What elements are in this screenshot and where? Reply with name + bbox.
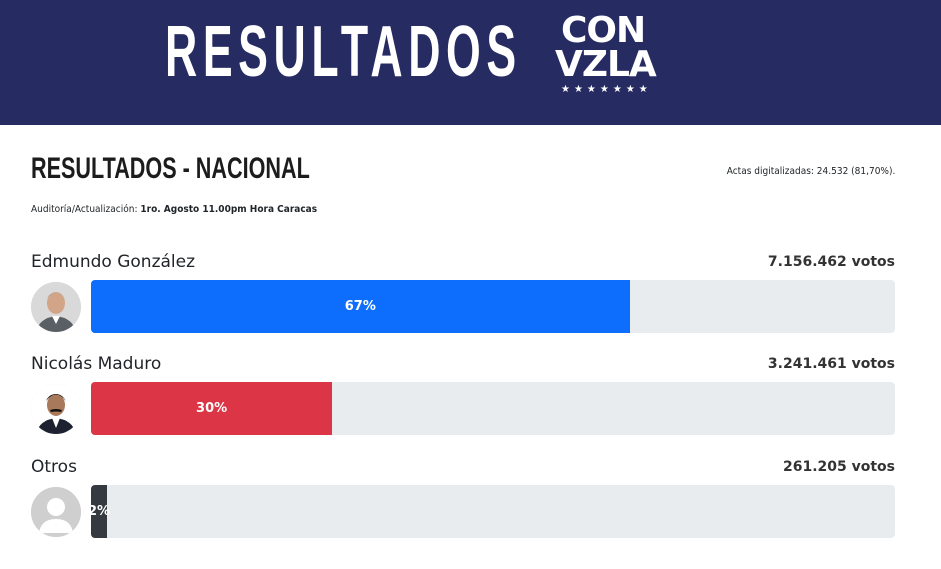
page-title: RESULTADOS - NACIONAL: [31, 152, 310, 185]
candidate-name: Edmundo González: [31, 252, 196, 272]
progress-bar: 67%: [91, 280, 895, 333]
candidate-name: Nicolás Maduro: [31, 354, 162, 374]
progress-bar: 30%: [91, 382, 895, 435]
audit-label: Auditoría/Actualización:: [31, 204, 138, 215]
candidate-name: Otros: [31, 457, 77, 477]
audit-info: Auditoría/Actualización: 1ro. Agosto 11.…: [31, 204, 317, 215]
progress-fill: 67%: [91, 280, 630, 333]
logo-line2: VZLA: [555, 44, 657, 85]
banner-title: RESULTADOS: [165, 12, 522, 92]
candidate-votes: 3.241.461 votos: [767, 356, 895, 372]
candidate-votes: 7.156.462 votos: [767, 254, 895, 270]
candidate-avatar: [31, 384, 81, 434]
user-placeholder-icon: [31, 487, 81, 537]
audit-value: 1ro. Agosto 11.00pm Hora Caracas: [140, 204, 318, 215]
progress-fill: 30%: [91, 382, 333, 435]
actas-digitalizadas: Actas digitalizadas: 24.532 (81,70%).: [726, 166, 895, 177]
candidate-avatar: [31, 282, 81, 332]
candidate-votes: 261.205 votos: [782, 459, 895, 475]
progress-fill: 2%: [91, 485, 110, 538]
header-banner: RESULTADOS CON VZLA ★★★★★★★: [0, 0, 941, 125]
stars-icon: ★★★★★★★: [561, 84, 652, 95]
logo-line1: CON: [561, 10, 646, 51]
progress-bar: 2%: [91, 485, 895, 538]
